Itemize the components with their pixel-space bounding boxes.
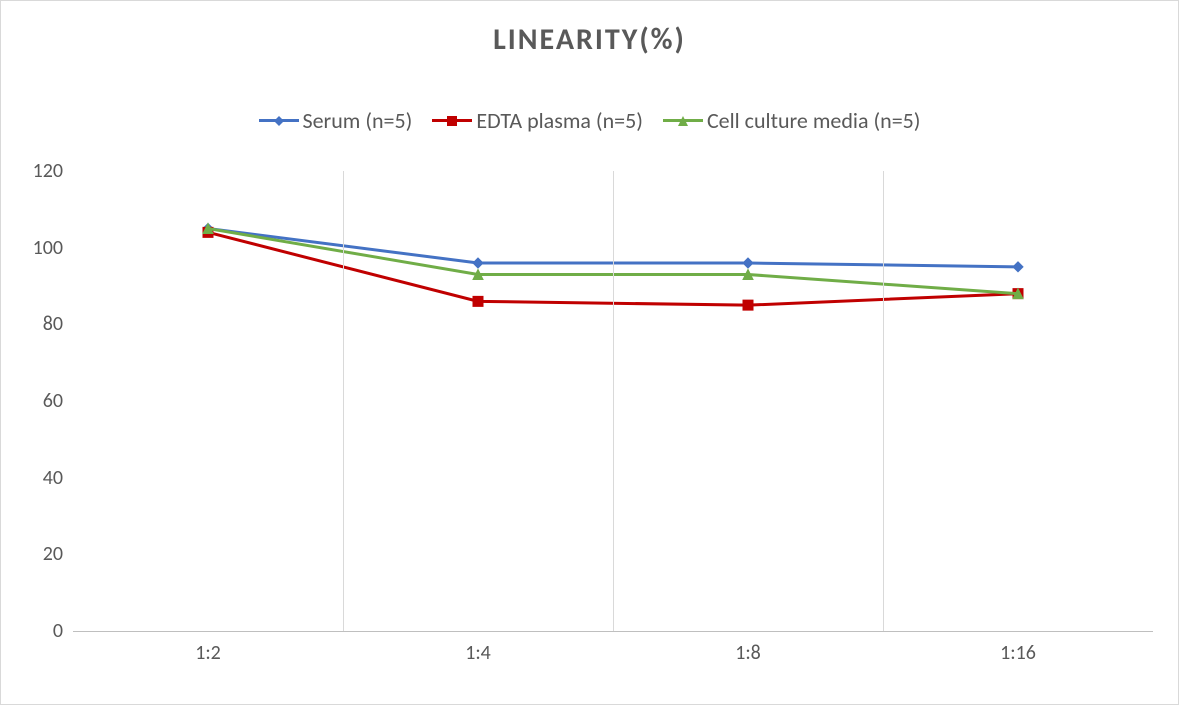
- y-tick-label: 80: [8, 312, 63, 336]
- gridline-vertical: [613, 171, 614, 631]
- x-tick-label: 1:8: [735, 641, 761, 665]
- y-tick-label: 60: [8, 389, 63, 413]
- x-tick-label: 1:2: [195, 641, 221, 665]
- linearity-chart: LINEARITY(%) Serum (n=5) EDTA plasma (n=5…: [0, 0, 1179, 705]
- plot-area: [73, 171, 1153, 631]
- y-tick-label: 0: [8, 619, 63, 643]
- diamond-icon: [272, 114, 286, 128]
- legend-item: EDTA plasma (n=5): [432, 107, 643, 134]
- series-marker: [743, 300, 753, 310]
- legend-marker: [432, 119, 472, 122]
- gridline-vertical: [883, 171, 884, 631]
- legend: Serum (n=5) EDTA plasma (n=5) Cell culture…: [1, 101, 1178, 134]
- triangle-icon: [676, 114, 690, 128]
- legend-label: Serum (n=5): [303, 107, 413, 134]
- legend-marker: [259, 119, 299, 122]
- series-marker: [473, 296, 483, 306]
- y-tick-label: 20: [8, 542, 63, 566]
- x-tick-label: 1:16: [1000, 641, 1036, 665]
- legend-marker: [663, 119, 703, 122]
- legend-label: EDTA plasma (n=5): [476, 107, 643, 134]
- legend-item: Cell culture media (n=5): [663, 107, 921, 134]
- gridline-vertical: [343, 171, 344, 631]
- x-tick-label: 1:4: [465, 641, 491, 665]
- series-marker: [743, 258, 753, 268]
- square-icon: [445, 114, 459, 128]
- y-tick-label: 40: [8, 466, 63, 490]
- legend-label: Cell culture media (n=5): [707, 107, 921, 134]
- series-marker: [1013, 262, 1023, 272]
- legend-item: Serum (n=5): [259, 107, 413, 134]
- series-marker: [473, 258, 483, 268]
- y-tick-label: 120: [8, 159, 63, 183]
- y-tick-label: 100: [8, 236, 63, 260]
- axis-baseline: [73, 631, 1153, 632]
- chart-title: LINEARITY(%): [1, 21, 1178, 58]
